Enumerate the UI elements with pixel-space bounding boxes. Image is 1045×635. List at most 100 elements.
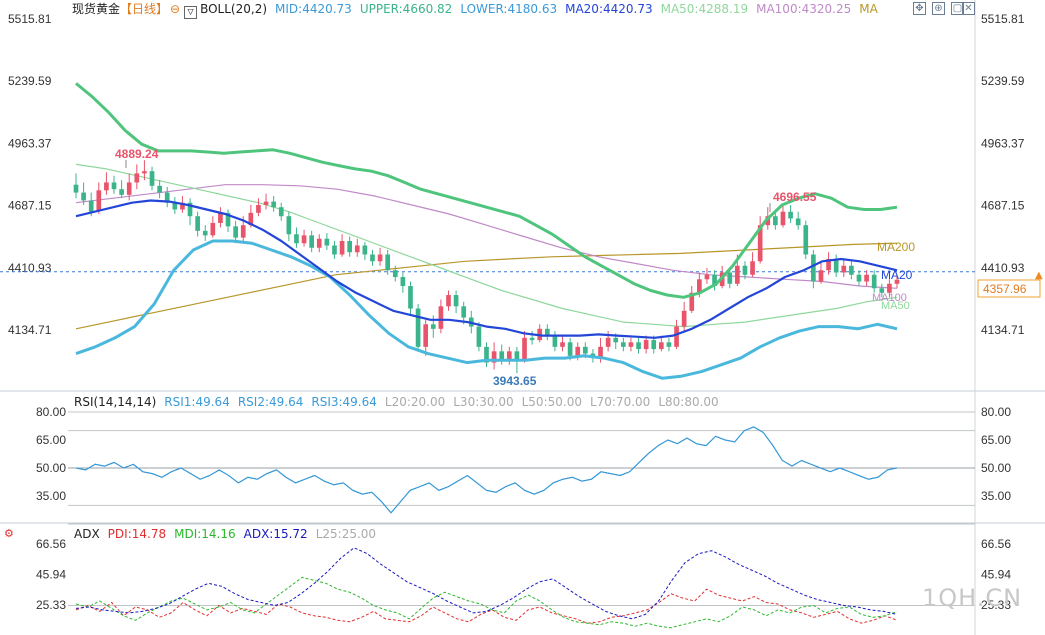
candle-body <box>628 342 634 347</box>
l70-value: L70:70.00 <box>589 395 651 409</box>
fullscreen-icon[interactable]: ✥ <box>913 2 926 15</box>
candle-body <box>202 230 208 236</box>
candle-body <box>598 346 603 359</box>
ma200-end-label: MA200 <box>877 240 915 254</box>
candle-body <box>461 306 467 318</box>
rsi2-value: RSI2:49.64 <box>237 395 304 409</box>
candle-body <box>142 171 147 174</box>
period-label[interactable]: 【日线】 <box>120 2 169 16</box>
y-tick-label-left: 65.00 <box>36 433 66 447</box>
price-up-arrow-icon: ▲ <box>1035 270 1043 281</box>
candle-body <box>704 274 710 280</box>
l30-value: L30:30.00 <box>453 395 514 409</box>
candle-body <box>294 234 299 244</box>
mdi-value: MDI:14.16 <box>174 527 236 541</box>
boll-upper-line <box>75 82 898 299</box>
candle-body <box>841 265 847 273</box>
rsi-title: RSI(14,14,14) <box>74 395 157 409</box>
candle-body <box>415 308 421 347</box>
y-tick-label-right: 4410.93 <box>981 261 1025 275</box>
ma20-line <box>75 199 898 339</box>
candle-body <box>324 238 330 246</box>
upper-value: UPPER:4660.82 <box>359 2 453 16</box>
candle-body <box>560 342 565 347</box>
candle-body <box>248 212 254 226</box>
low-annotation: 3943.65 <box>493 374 537 388</box>
candle-body <box>491 351 497 363</box>
candle-body <box>210 222 216 236</box>
y-tick-label-left: 4687.15 <box>8 199 52 213</box>
candle-body <box>727 272 733 284</box>
candle-body <box>286 216 292 235</box>
l50-value: L50:50.00 <box>521 395 582 409</box>
candle-body <box>818 270 824 282</box>
candle-body <box>134 173 140 183</box>
y-tick-label-right: 4963.37 <box>981 136 1025 150</box>
candle-body <box>339 240 345 255</box>
candle-body <box>423 324 429 347</box>
candle-body <box>636 342 641 350</box>
indicator-toggle-icon[interactable]: ▽ <box>184 6 198 19</box>
candle-body <box>552 335 558 347</box>
candle-body <box>795 218 801 226</box>
mid-value: MID:4420.73 <box>275 2 352 16</box>
candle-body <box>180 202 185 210</box>
lower-value: LOWER:4180.63 <box>460 2 558 16</box>
close-icon[interactable]: ✕ <box>962 2 975 15</box>
candle-body <box>499 351 505 361</box>
adx-settings-icon[interactable]: ⚙ <box>4 527 14 540</box>
rsi2-line <box>75 426 898 514</box>
candle-body <box>811 254 816 282</box>
y-tick-label-right: 4687.15 <box>981 199 1025 213</box>
candle-body <box>742 265 748 275</box>
y-tick-label-right: 5515.81 <box>981 12 1025 26</box>
candle-body <box>438 306 444 329</box>
candle-body <box>476 326 482 347</box>
boll-lower-line <box>75 239 898 380</box>
candle-body <box>780 211 786 226</box>
candle-body <box>484 346 489 363</box>
candle-body <box>849 265 854 275</box>
y-tick-label-left: 66.56 <box>36 537 66 551</box>
ma100-end-label: MA100 <box>872 292 907 304</box>
settings-icon[interactable]: ⊖ <box>170 2 181 16</box>
expand-icon[interactable]: ⊕ <box>932 2 945 15</box>
restore-icon[interactable]: ▢ <box>951 2 964 15</box>
y-tick-label-left: 4963.37 <box>8 136 52 150</box>
l25-value: L25:25.00 <box>315 527 377 541</box>
candle-body <box>81 192 86 201</box>
candle-body <box>111 182 117 190</box>
candle-body <box>750 261 755 275</box>
candle-body <box>172 202 178 210</box>
ma20-value: MA20:4420.73 <box>565 2 653 16</box>
candle-body <box>514 351 520 361</box>
candle-body <box>803 225 809 255</box>
candle-body <box>104 182 109 191</box>
y-tick-label-right: 80.00 <box>981 405 1011 419</box>
candle-body <box>446 295 451 307</box>
last-price-value: 4357.96 <box>983 282 1027 296</box>
y-tick-label-right: 50.00 <box>981 461 1011 475</box>
ma100-value: MA100:4320.25 <box>756 2 852 16</box>
candle-body <box>164 192 170 203</box>
candle-body <box>681 310 687 327</box>
candle-body <box>697 279 702 293</box>
ma50-line <box>75 163 898 328</box>
ma200-line <box>75 242 898 330</box>
y-tick-label-right: 65.00 <box>981 433 1011 447</box>
rsi3-value: RSI3:49.64 <box>311 395 377 409</box>
pdi-value: PDI:14.78 <box>107 527 167 541</box>
main-panel-header: 现货黄金【日线】 ⊖ ▽ BOLL(20,2) MID:4420.73 UPPER:466… <box>72 1 886 19</box>
y-tick-label-right: 35.00 <box>981 489 1011 503</box>
candle-body <box>788 211 793 219</box>
y-tick-label-right: 66.56 <box>981 537 1011 551</box>
candle-body <box>582 346 588 354</box>
candle-body <box>757 225 763 262</box>
candle-body <box>126 182 132 195</box>
candle-body <box>332 245 337 255</box>
candle-body <box>522 337 527 361</box>
y-tick-label-left: 4134.71 <box>8 323 52 337</box>
candle-body <box>643 340 649 350</box>
ma100-line <box>75 184 898 289</box>
